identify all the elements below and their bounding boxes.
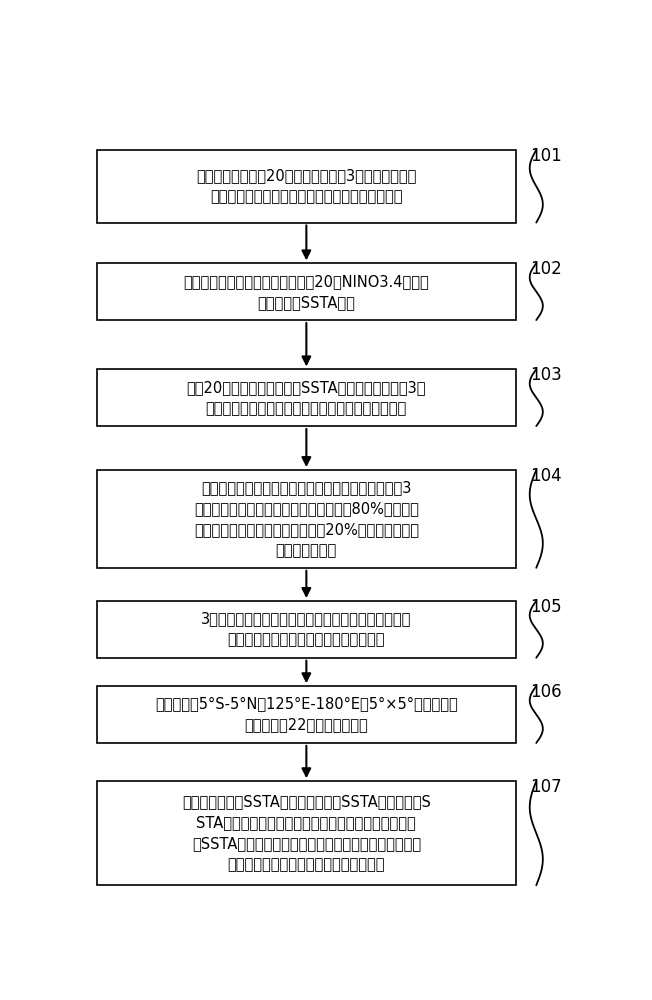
Bar (96, 686, 516, 743)
Text: 对每个海区统计SSTA数据，分析该些SSTA数据对应的S
STA范围，判断研究区域所属的气候条件，输入统计出
的SSTA数据，利用判断出的气候条件对应的正态分布: 对每个海区统计SSTA数据，分析该些SSTA数据对应的S STA范围，判断研究区… (182, 794, 431, 872)
Bar (96, 369, 516, 426)
Text: 3种不同气候条件下所建立的正态分布渔场预报模型经
验证后均可用于中西太平洋鲣鱼渔场预报: 3种不同气候条件下所建立的正态分布渔场预报模型经 验证后均可用于中西太平洋鲣鱼渔… (201, 611, 411, 647)
Bar (96, 781, 516, 885)
Text: 将前20年的渔业捕捞数据与SSTA数据相匹配、分为3种
不同气候条件下的历史渔业生产数据与历史环境数据: 将前20年的渔业捕捞数据与SSTA数据相匹配、分为3种 不同气候条件下的历史渔业… (186, 380, 426, 416)
Text: 105: 105 (530, 598, 561, 616)
Bar (96, 470, 516, 568)
Bar (96, 263, 516, 320)
Text: 用正态分布建立每个气候条件下的渔场预报模型，从3
种不同气候条件下的历史数据中分别选取80%的数据训
练对应的正态分布模型、利用剩余20%的数据验证对应
的正态: 用正态分布建立每个气候条件下的渔场预报模型，从3 种不同气候条件下的历史数据中分… (194, 480, 419, 558)
Bar (96, 150, 516, 223)
Bar (96, 601, 516, 658)
Text: 106: 106 (530, 683, 561, 701)
Text: 104: 104 (530, 467, 561, 485)
Text: 107: 107 (530, 778, 561, 796)
Text: 103: 103 (530, 366, 561, 384)
Text: 将预测年之前的前20年从时间上分为3种不同气候条件
，分别为厄尔尼诺月份、拉尼娜月份以及正常月份: 将预测年之前的前20年从时间上分为3种不同气候条件 ，分别为厄尔尼诺月份、拉尼娜… (196, 168, 417, 204)
Text: 102: 102 (530, 260, 561, 278)
Text: 将研究区域5°S-5°N、125°E-180°E以5°×5°为空间统计
单位划分为22个海区进行统计: 将研究区域5°S-5°N、125°E-180°E以5°×5°为空间统计 单位划分… (155, 697, 458, 733)
Text: 通过遥感卫星获取预测年之前的前20年NINO3.4区的海
表温距平值SSTA数据: 通过遥感卫星获取预测年之前的前20年NINO3.4区的海 表温距平值SSTA数据 (183, 274, 429, 310)
Text: 101: 101 (530, 147, 561, 165)
